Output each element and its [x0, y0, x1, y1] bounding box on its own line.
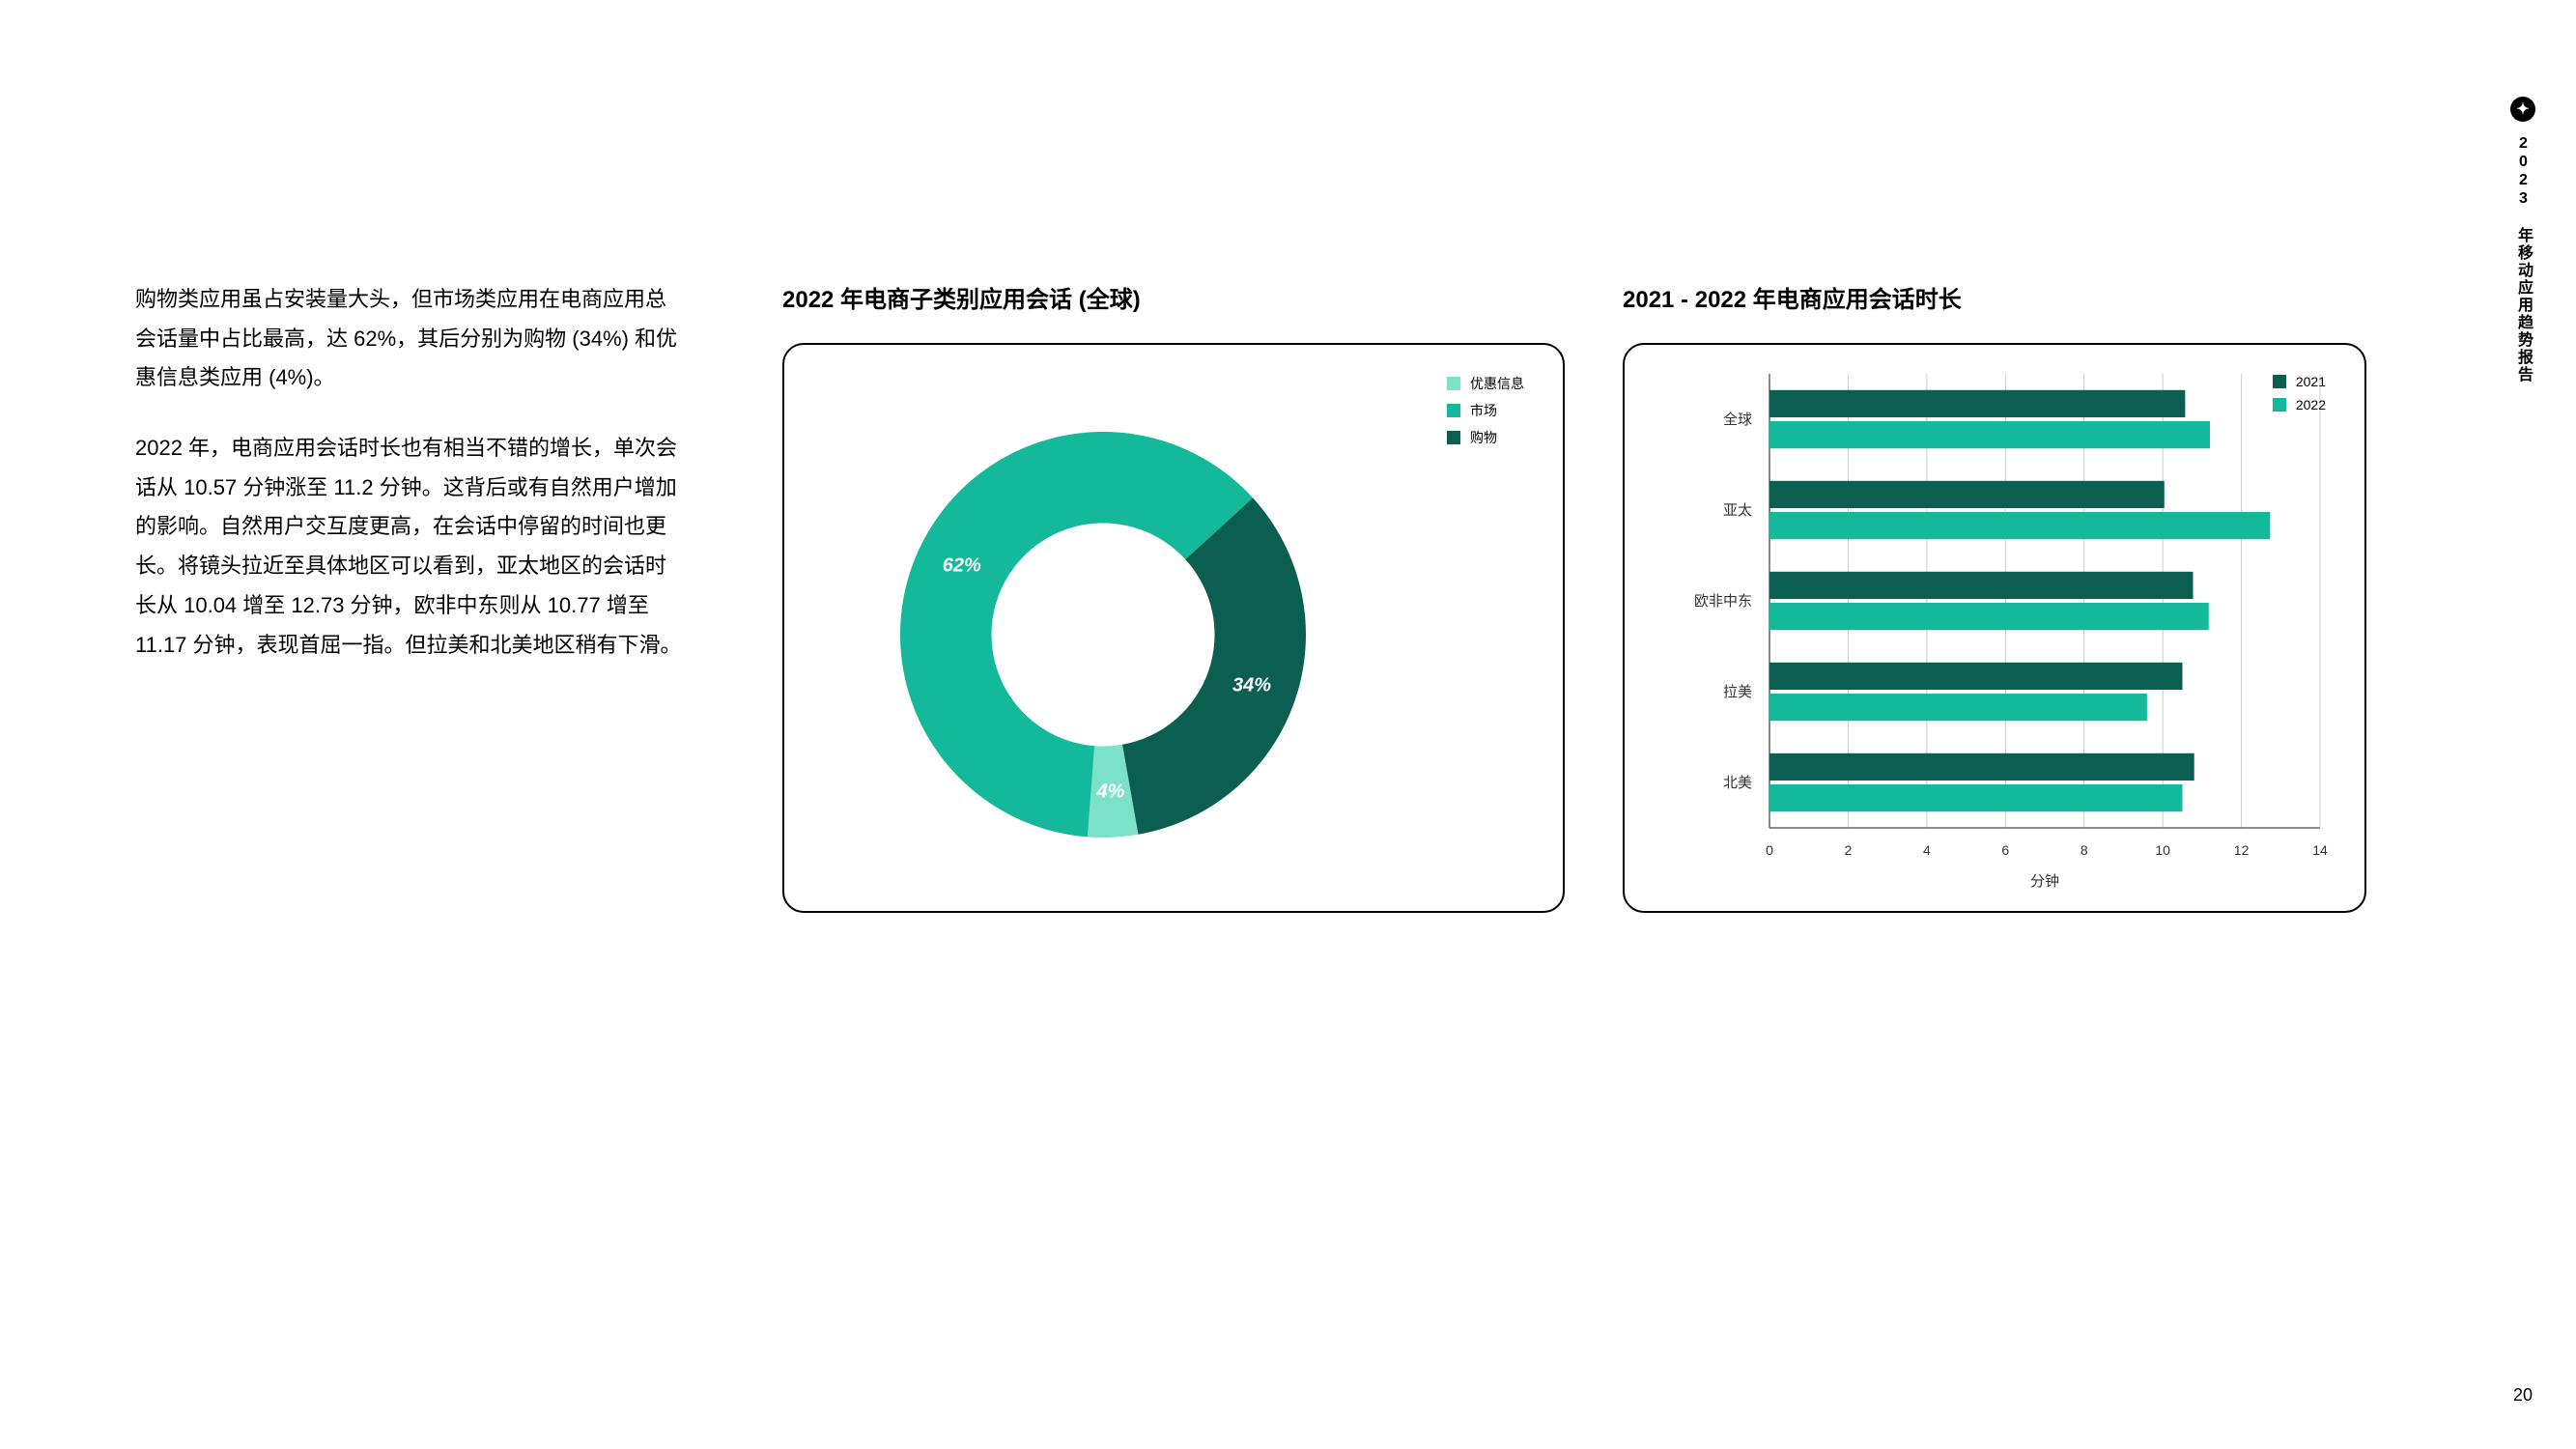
- bar: [1769, 512, 2270, 539]
- donut-title: 2022 年电商子类别应用会话 (全球): [782, 280, 1565, 314]
- x-tick-label: 0: [1766, 842, 1773, 858]
- legend-swatch: [2273, 398, 2286, 412]
- y-category-label: 北美: [1723, 775, 1752, 791]
- donut-segment: [1122, 497, 1306, 834]
- x-tick-label: 2: [1845, 842, 1853, 858]
- brand-icon: ✦: [2510, 97, 2535, 122]
- donut-legend-item: 购物: [1447, 428, 1524, 447]
- paragraph-2: 2022 年，电商应用会话时长也有相当不错的增长，单次会话从 10.57 分钟涨…: [135, 429, 686, 665]
- legend-label: 市场: [1470, 401, 1497, 420]
- x-tick-label: 6: [2001, 842, 2009, 858]
- bar: [1769, 663, 2183, 690]
- bar: [1769, 481, 2165, 508]
- x-tick-label: 8: [2081, 842, 2088, 858]
- x-tick-label: 10: [2155, 842, 2170, 858]
- bar-title: 2021 - 2022 年电商应用会话时长: [1623, 280, 2366, 314]
- bar-legend-item: 2022: [2273, 397, 2326, 412]
- page-number: 20: [2513, 1385, 2533, 1406]
- x-tick-label: 14: [2312, 842, 2328, 858]
- donut-segment-label: 62%: [943, 555, 981, 577]
- bar: [1769, 694, 2147, 721]
- body-text-column: 购物类应用虽占安装量大头，但市场类应用在电商应用总会话量中占比最高，达 62%，…: [135, 280, 686, 696]
- y-category-label: 全球: [1723, 411, 1752, 428]
- bar: [1769, 572, 2193, 599]
- sidebar-report-title: 2023 年移动应用趋势报告: [2511, 135, 2534, 384]
- y-category-label: 欧非中东: [1694, 593, 1752, 610]
- y-category-label: 拉美: [1723, 684, 1752, 700]
- y-category-label: 亚太: [1723, 502, 1752, 519]
- donut-legend: 优惠信息市场购物: [1447, 374, 1524, 455]
- legend-swatch: [1447, 431, 1460, 444]
- legend-swatch: [1447, 404, 1460, 417]
- bar-svg: 0 2 4 6 8 10 12 14 全球亚太欧非中东拉美北美分钟: [1625, 345, 2368, 915]
- bar-legend: 2021 2022: [2273, 374, 2326, 420]
- legend-label: 购物: [1470, 428, 1497, 447]
- x-tick-label: 12: [2234, 842, 2250, 858]
- legend-swatch: [1447, 377, 1460, 390]
- x-tick-label: 4: [1923, 842, 1931, 858]
- legend-label: 2022: [2296, 397, 2326, 412]
- donut-chart: 4% 62% 34% 优惠信息市场购物: [782, 343, 1565, 913]
- bar: [1769, 390, 2185, 417]
- bar: [1769, 753, 2194, 781]
- donut-segment-label: 34%: [1232, 674, 1271, 696]
- bar: [1769, 421, 2210, 448]
- legend-swatch: [2273, 375, 2286, 388]
- bar: [1769, 784, 2183, 811]
- paragraph-1: 购物类应用虽占安装量大头，但市场类应用在电商应用总会话量中占比最高，达 62%，…: [135, 280, 686, 398]
- bar: [1769, 603, 2209, 630]
- bar-legend-item: 2021: [2273, 374, 2326, 389]
- bar-chart: 0 2 4 6 8 10 12 14 全球亚太欧非中东拉美北美分钟 2021 2022: [1623, 343, 2366, 913]
- donut-legend-item: 优惠信息: [1447, 374, 1524, 393]
- donut-segment-label: 4%: [1095, 781, 1124, 803]
- x-axis-label: 分钟: [2030, 873, 2059, 890]
- legend-label: 2021: [2296, 374, 2326, 389]
- donut-legend-item: 市场: [1447, 401, 1524, 420]
- legend-label: 优惠信息: [1470, 374, 1524, 393]
